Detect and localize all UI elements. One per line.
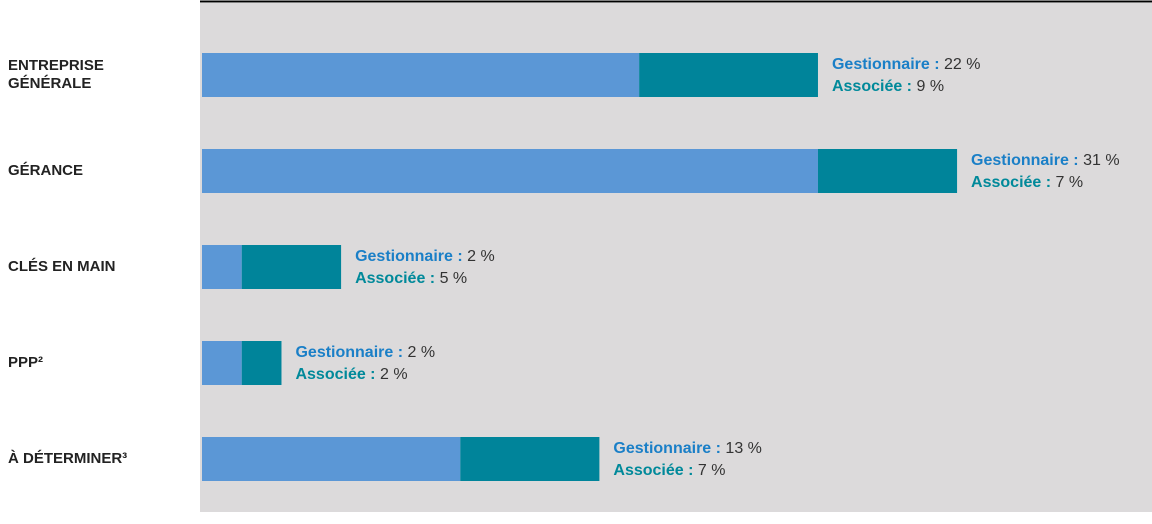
category-label: CLÉS EN MAIN bbox=[8, 258, 116, 275]
value-label: 7 % bbox=[1056, 174, 1084, 191]
bar-segment bbox=[639, 53, 818, 97]
bar-label: Associée : 5 % bbox=[355, 270, 467, 287]
value-label: 2 % bbox=[467, 248, 495, 265]
bar-label: Associée : 7 % bbox=[613, 462, 725, 479]
series-name: Associée : bbox=[355, 270, 435, 287]
series-name: Associée : bbox=[295, 366, 375, 383]
series-name: Associée : bbox=[832, 78, 912, 95]
value-label: 9 % bbox=[916, 78, 944, 95]
series-name: Gestionnaire : bbox=[355, 248, 463, 265]
bar-segment bbox=[202, 437, 461, 481]
bar-segment bbox=[817, 149, 958, 193]
series-name: Gestionnaire : bbox=[295, 344, 403, 361]
category-label: GÉRANCE bbox=[8, 162, 84, 179]
value-label: 22 % bbox=[944, 56, 980, 73]
value-label: 2 % bbox=[380, 366, 408, 383]
category-label: ENTREPRISE GÉNÉRALE bbox=[8, 57, 104, 92]
value-label: 31 % bbox=[1083, 152, 1119, 169]
bar-label: Associée : 2 % bbox=[295, 366, 407, 383]
category-label: PPP² bbox=[8, 354, 44, 371]
series-name: Gestionnaire : bbox=[613, 440, 721, 457]
category-label: À DÉTERMINER³ bbox=[8, 450, 128, 467]
bar-segment bbox=[202, 53, 640, 97]
bar-label: Gestionnaire : 2 % bbox=[295, 344, 435, 361]
value-label: 5 % bbox=[440, 270, 468, 287]
bar-segment bbox=[202, 245, 242, 289]
value-label: 7 % bbox=[698, 462, 726, 479]
bar-segment bbox=[460, 437, 600, 481]
bar-segment bbox=[241, 245, 342, 289]
bar-label: Associée : 9 % bbox=[832, 78, 944, 95]
bar-segment bbox=[202, 341, 242, 385]
bar-label: Gestionnaire : 13 % bbox=[613, 440, 762, 457]
series-name: Gestionnaire : bbox=[971, 152, 1079, 169]
bar-label: Gestionnaire : 2 % bbox=[355, 248, 495, 265]
bar-label: Gestionnaire : 22 % bbox=[832, 56, 981, 73]
value-label: 2 % bbox=[408, 344, 436, 361]
value-label: 13 % bbox=[725, 440, 761, 457]
bar-segment bbox=[202, 149, 818, 193]
series-name: Associée : bbox=[971, 174, 1051, 191]
bar-label: Associée : 7 % bbox=[971, 174, 1083, 191]
series-name: Associée : bbox=[613, 462, 693, 479]
bar-segment bbox=[241, 341, 282, 385]
bar-label: Gestionnaire : 31 % bbox=[971, 152, 1120, 169]
series-name: Gestionnaire : bbox=[832, 56, 940, 73]
